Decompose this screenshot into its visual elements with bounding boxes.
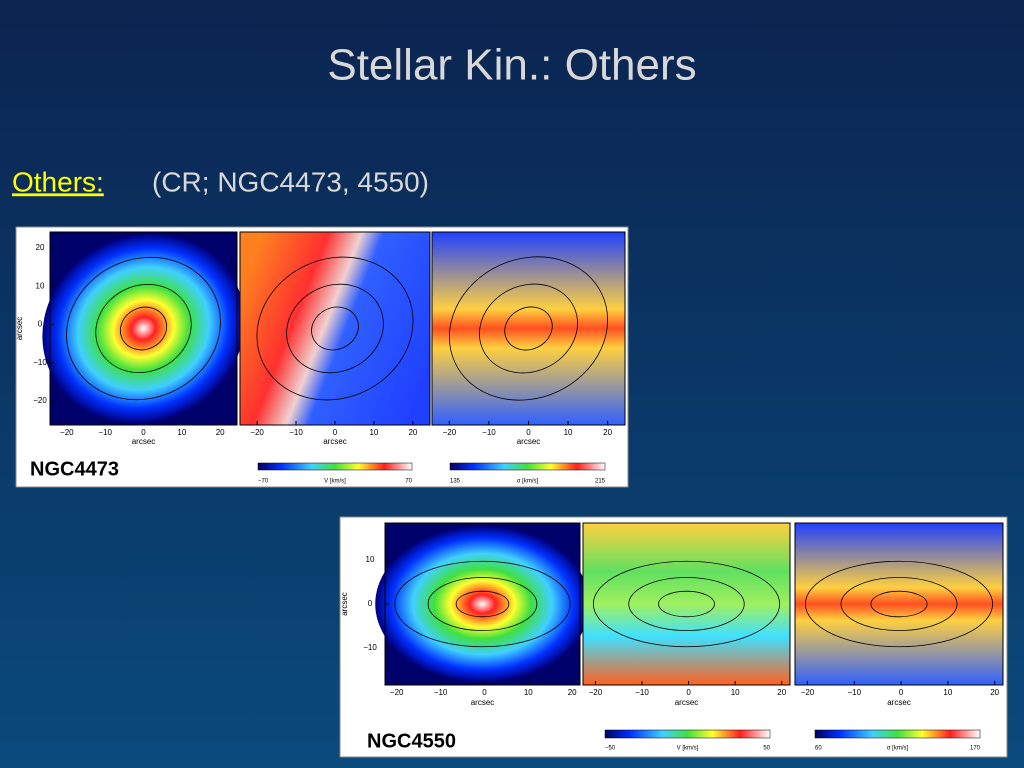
colorbar (604, 729, 771, 739)
isophote (427, 577, 538, 631)
isophote (870, 590, 928, 618)
flux-map (42, 233, 245, 424)
x-axis-label: arcsec (887, 698, 911, 707)
colorbar-label: σ [km/s] (517, 479, 539, 485)
x-tick-label: 20 (603, 428, 612, 437)
x-tick-label: −10 (98, 428, 112, 437)
x-tick-label: 20 (777, 688, 786, 697)
x-tick-label: −20 (60, 428, 74, 437)
y-tick-label: 10 (366, 555, 375, 564)
figure: −20 −10 0 10 20 arcsec 20 10 0 −10 −20 arcsec −20 −10… (15, 226, 629, 488)
x-tick-label: −10 (434, 688, 448, 697)
x-tick-label: 10 (564, 428, 573, 437)
y-tick-label: 0 (368, 599, 373, 608)
colorbar-min: −70 (258, 479, 269, 485)
isophote (504, 306, 553, 351)
x-tick-label: 0 (686, 688, 691, 697)
intro-label: Others: (12, 166, 104, 197)
x-axis-label: arcsec (517, 437, 541, 446)
y-tick-label: 10 (36, 281, 45, 290)
x-tick-label: 20 (216, 428, 225, 437)
colorbar-max: 70 (405, 479, 412, 485)
colorbar-max: 50 (763, 746, 770, 752)
x-tick-label: 10 (731, 688, 740, 697)
map-frame (582, 522, 791, 686)
x-tick-label: −10 (482, 428, 496, 437)
x-tick-label: 0 (899, 688, 904, 697)
x-tick-label: −20 (390, 688, 404, 697)
colorbar-min: 60 (815, 746, 822, 752)
colorbar (257, 462, 413, 471)
colorbar (814, 729, 981, 739)
slide-title: Stellar Kin.: Others (327, 41, 696, 90)
map-background (240, 232, 430, 425)
colorbar-max: 215 (595, 479, 606, 485)
colorbar-max: 170 (970, 746, 981, 752)
isophote (119, 306, 168, 351)
colorbar-label: V [km/s] (677, 746, 699, 752)
x-tick-label: 0 (333, 428, 338, 437)
x-tick-label: 0 (141, 428, 146, 437)
x-tick-label: −20 (443, 428, 457, 437)
isophote (628, 577, 745, 631)
y-axis-label: arcsec (340, 592, 349, 616)
isophote (311, 306, 359, 351)
isophote (455, 590, 510, 618)
x-tick-label: −10 (847, 688, 861, 697)
colorbar (449, 462, 606, 471)
x-axis-label: arcsec (132, 437, 156, 446)
colorbar-label: σ [km/s] (887, 746, 909, 752)
isophote (658, 590, 715, 618)
x-tick-label: 10 (524, 688, 533, 697)
colorbar-min: −50 (605, 746, 616, 752)
map-background (795, 523, 1003, 685)
y-tick-label: 0 (38, 320, 43, 329)
x-axis-label: arcsec (471, 698, 495, 707)
x-tick-label: −20 (250, 428, 264, 437)
isophote (479, 283, 578, 374)
x-tick-label: 10 (177, 428, 186, 437)
galaxy-name: NGC4473 (30, 458, 119, 480)
figure: −20 −10 0 10 20 arcsec 10 0 −10 arcsec −20 −10 0 10 20… (339, 516, 1008, 758)
x-tick-label: 20 (568, 688, 577, 697)
isophote (394, 560, 571, 648)
map-background (583, 523, 790, 685)
y-tick-label: 20 (36, 243, 45, 252)
colorbar-label: V [km/s] (324, 479, 346, 485)
x-axis-label: arcsec (323, 437, 347, 446)
x-axis-label: arcsec (675, 698, 699, 707)
figures: −20 −10 0 10 20 arcsec 20 10 0 −10 −20 arcsec −20 −10… (15, 226, 1008, 758)
y-tick-label: −10 (33, 358, 47, 367)
y-axis-label: arcsec (15, 317, 24, 341)
isophote (840, 577, 958, 631)
flux-map (375, 526, 590, 682)
y-tick-label: −20 (33, 396, 47, 405)
isophote (95, 283, 192, 374)
isophote (592, 560, 781, 648)
x-tick-label: 0 (482, 688, 487, 697)
x-tick-label: 20 (408, 428, 417, 437)
x-tick-label: 10 (943, 688, 952, 697)
isophote (805, 560, 994, 648)
x-tick-label: 10 (369, 428, 378, 437)
x-tick-label: −20 (589, 688, 603, 697)
x-tick-label: −10 (289, 428, 303, 437)
x-tick-label: −10 (635, 688, 649, 697)
isophote (448, 256, 609, 401)
x-tick-label: −20 (801, 688, 815, 697)
colorbar-min: 135 (450, 479, 461, 485)
isophote (256, 256, 414, 401)
x-tick-label: 0 (526, 428, 531, 437)
map-frame (794, 522, 1004, 686)
intro-text: (CR; NGC4473, 4550) (152, 166, 429, 197)
isophote (66, 256, 221, 401)
x-tick-label: 20 (990, 688, 999, 697)
map-background (432, 232, 625, 425)
galaxy-name: NGC4550 (367, 730, 456, 752)
isophote (286, 283, 384, 374)
y-tick-label: −10 (363, 643, 377, 652)
